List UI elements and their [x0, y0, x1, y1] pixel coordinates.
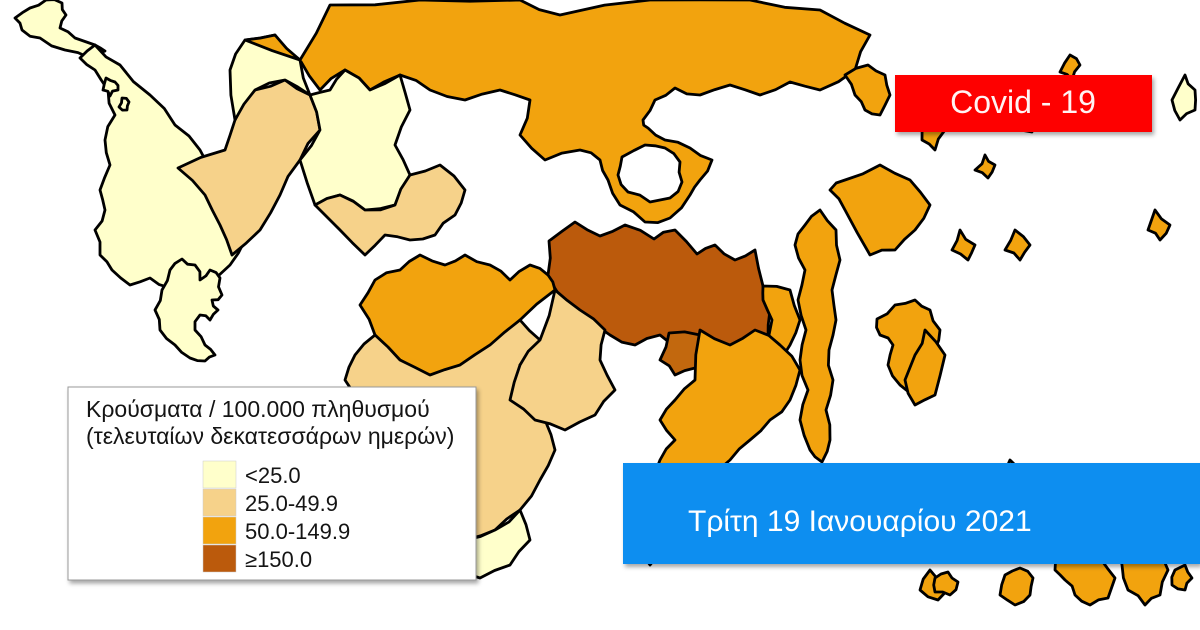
svg-text:Τρίτη 19 Ιανουαρίου 2021: Τρίτη 19 Ιανουαρίου 2021: [688, 505, 1032, 538]
svg-text:Κρούσματα / 100.000 πληθυσμού: Κρούσματα / 100.000 πληθυσμού: [86, 396, 430, 422]
svg-text:25.0-49.9: 25.0-49.9: [245, 491, 338, 516]
svg-text:50.0-149.9: 50.0-149.9: [245, 519, 350, 544]
svg-text:(τελευταίων δεκατεσσάρων ημερώ: (τελευταίων δεκατεσσάρων ημερών): [86, 423, 454, 449]
svg-text:≥150.0: ≥150.0: [245, 547, 312, 572]
svg-text:Covid - 19: Covid - 19: [950, 84, 1096, 120]
svg-text:<25.0: <25.0: [245, 463, 301, 488]
